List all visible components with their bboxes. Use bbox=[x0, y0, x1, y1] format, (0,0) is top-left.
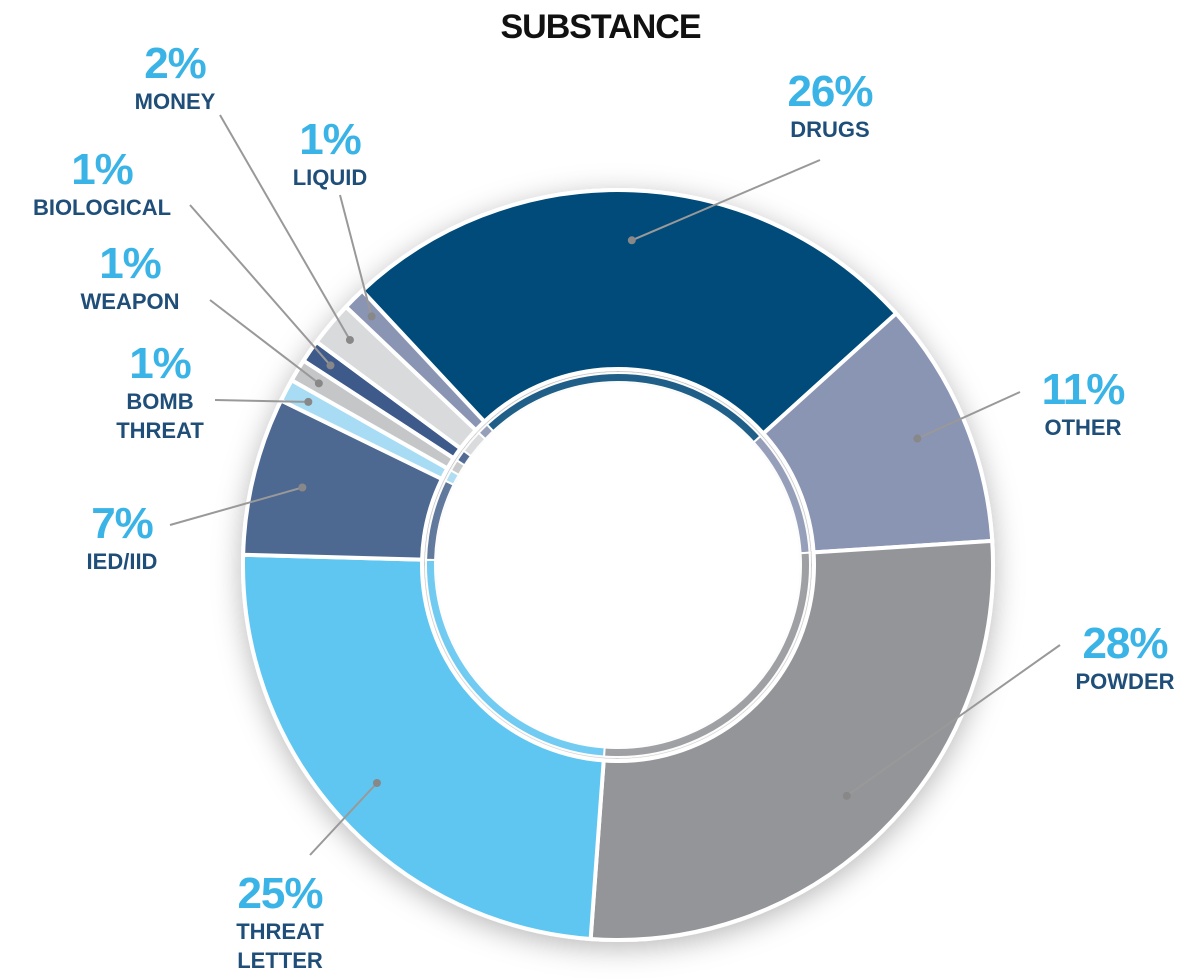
donut-segment bbox=[588, 538, 995, 942]
value-label: 1% bbox=[129, 339, 192, 388]
leader-line bbox=[189, 204, 332, 367]
category-label: POWDER bbox=[1075, 669, 1175, 694]
value-label: 11% bbox=[1041, 365, 1126, 414]
leader-line bbox=[214, 399, 309, 403]
value-label: 7% bbox=[91, 499, 154, 548]
donut-segment bbox=[343, 287, 488, 433]
leader-dot bbox=[298, 483, 307, 492]
slice-label: 2% MONEY bbox=[135, 42, 216, 117]
leader-line bbox=[916, 391, 1021, 440]
slice-label: 26% DRUGS bbox=[787, 67, 873, 145]
slice-label: 11% OTHER bbox=[1041, 365, 1126, 443]
slice-label: 1% BIOLOGICAL bbox=[33, 148, 171, 223]
leader-line bbox=[631, 159, 821, 242]
category-label: BOMB THREAT bbox=[116, 389, 204, 443]
slice-label: 7% IED/IID bbox=[87, 502, 158, 577]
leader-dot bbox=[326, 361, 335, 370]
leader-dot bbox=[372, 778, 381, 787]
donut-segment bbox=[359, 188, 899, 437]
inner-ring-segment bbox=[477, 423, 495, 441]
leader-line bbox=[309, 782, 378, 856]
leader-line bbox=[339, 194, 373, 317]
slice-label: 28% POWDER bbox=[1076, 622, 1175, 697]
value-label: 26% bbox=[787, 67, 873, 116]
leader-lines bbox=[169, 114, 1061, 856]
category-label: DRUGS bbox=[790, 117, 870, 142]
category-label: OTHER bbox=[1044, 415, 1122, 440]
value-label: 1% bbox=[299, 115, 362, 164]
value-label: 25% bbox=[237, 869, 323, 918]
value-label: 28% bbox=[1082, 619, 1168, 668]
donut bbox=[241, 188, 995, 942]
category-label: IED/IID bbox=[86, 549, 158, 574]
leader-dot bbox=[842, 791, 851, 800]
leader-dot bbox=[913, 434, 922, 443]
slice-label: 1% LIQUID bbox=[293, 118, 368, 193]
category-label: WEAPON bbox=[80, 289, 180, 314]
donut-hole bbox=[436, 383, 800, 747]
leader-dot bbox=[345, 335, 354, 344]
slice-label: 1% WEAPON bbox=[81, 242, 180, 317]
slice-label: 25% THREAT LETTER bbox=[225, 872, 335, 975]
category-label: LIQUID bbox=[292, 165, 368, 190]
leader-dot bbox=[627, 236, 636, 245]
leader-line bbox=[219, 114, 351, 341]
leader-line bbox=[846, 644, 1061, 797]
leader-line bbox=[209, 299, 320, 385]
leader-dot bbox=[367, 312, 376, 321]
value-label: 2% bbox=[144, 39, 207, 88]
leader-line bbox=[169, 486, 303, 526]
leader-dot bbox=[304, 397, 313, 406]
category-label: MONEY bbox=[134, 89, 216, 114]
value-label: 1% bbox=[99, 239, 162, 288]
donut-segment bbox=[241, 552, 606, 942]
slice-label: 1% BOMB THREAT bbox=[105, 342, 215, 445]
category-label: THREAT LETTER bbox=[236, 919, 324, 973]
category-label: BIOLOGICAL bbox=[32, 195, 172, 220]
leader-dot bbox=[314, 379, 323, 388]
chart-title: SUBSTANCE bbox=[500, 8, 701, 46]
value-label: 1% bbox=[71, 145, 134, 194]
